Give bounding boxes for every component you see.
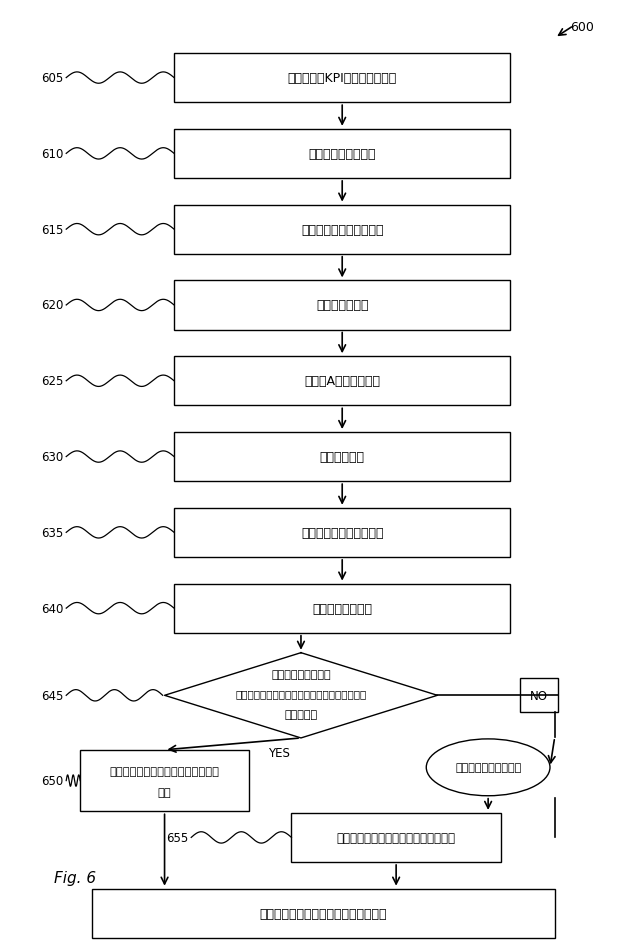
Text: 645: 645 [41,689,63,702]
Text: 確率時間従属関係の: 確率時間従属関係の [271,670,331,680]
Text: 指数分布？: 指数分布？ [284,709,317,720]
Text: 610: 610 [41,148,63,161]
Text: 前兆の集団化: 前兆の集団化 [320,450,365,464]
Bar [291,813,501,863]
Ellipse shape [426,739,550,796]
Text: 655: 655 [166,831,188,844]
Text: 625: 625 [41,375,63,387]
Text: NO: NO [530,689,548,702]
Text: 選択肢に対するベイジアンネットワークの訓練: 選択肢に対するベイジアンネットワークの訓練 [236,688,367,699]
Text: 訓練: 訓練 [157,787,172,797]
Text: 時間スケールのリスト: 時間スケールのリスト [455,763,521,772]
Bar [174,357,510,406]
Text: 連続時間ベイジアンネットワークの: 連続時間ベイジアンネットワークの [109,766,220,776]
Bar [174,281,510,330]
Text: データの欲張り取得: データの欲張り取得 [308,148,376,161]
Bar [174,54,510,103]
Bar [174,508,510,557]
Text: 信号表現への変換: 信号表現への変換 [312,602,372,615]
Text: 615: 615 [41,224,63,236]
Bar [174,432,510,482]
Bar [92,888,555,938]
Bar [174,129,510,179]
Text: 650: 650 [41,774,63,787]
Bar [520,679,558,713]
Text: 640: 640 [41,602,63,615]
Text: リアルタイム配備可等なモデルが完成: リアルタイム配備可等なモデルが完成 [259,906,387,920]
Text: YES: YES [268,745,290,759]
Text: 前兆の予備識別: 前兆の予備識別 [316,299,369,312]
Text: 重要でないデータの削減: 重要でないデータの削減 [301,224,383,236]
Text: Fig. 6: Fig. 6 [54,870,95,884]
Text: 605: 605 [41,72,63,85]
Text: タイプAの前兆の選定: タイプAの前兆の選定 [304,375,380,387]
Bar [174,206,510,254]
Text: 635: 635 [41,526,63,539]
Text: 従属関係グラフ構造学習: 従属関係グラフ構造学習 [301,526,383,539]
Text: 問題指定：KPIおよびイベント: 問題指定：KPIおよびイベント [287,72,397,85]
Text: 620: 620 [41,299,63,312]
Bar [81,750,248,811]
Text: 600: 600 [571,21,595,34]
Bar [174,584,510,633]
Text: 単一のベイジアンネットワークの訓練: 単一のベイジアンネットワークの訓練 [337,831,456,844]
Text: 630: 630 [41,450,63,464]
